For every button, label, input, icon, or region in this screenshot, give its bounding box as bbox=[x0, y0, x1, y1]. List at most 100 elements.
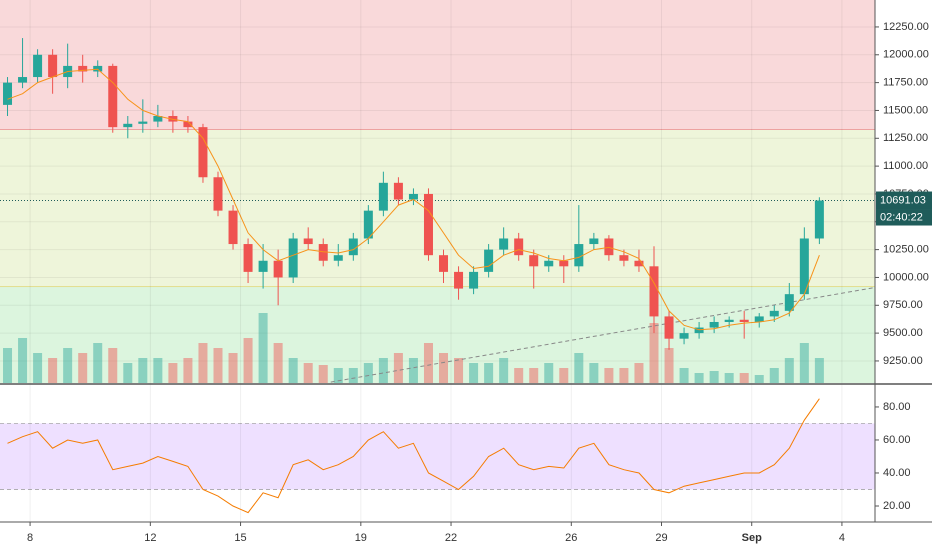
candle-body bbox=[814, 200, 824, 239]
candle-body bbox=[108, 65, 118, 128]
candle-body bbox=[378, 182, 388, 211]
trendline bbox=[330, 286, 875, 383]
candle-body bbox=[168, 116, 178, 122]
candle-body bbox=[93, 65, 103, 72]
x-tick-label: Sep bbox=[742, 532, 762, 544]
volume-bar bbox=[754, 375, 764, 383]
candle-body bbox=[243, 244, 253, 272]
candle-body bbox=[318, 244, 328, 261]
volume-bar bbox=[814, 358, 824, 383]
candle-body bbox=[679, 333, 689, 339]
volume-bar bbox=[123, 363, 133, 383]
volume-bar bbox=[529, 368, 539, 383]
x-tick-label: 12 bbox=[144, 532, 156, 544]
candle-body bbox=[559, 260, 569, 267]
candle-body bbox=[288, 238, 298, 278]
y-tick-label: 11750.00 bbox=[883, 77, 928, 89]
volume-bar bbox=[63, 348, 73, 383]
volume-bar bbox=[619, 368, 629, 383]
candle-body bbox=[634, 260, 644, 267]
volume-bar bbox=[408, 358, 418, 383]
volume-bar bbox=[589, 363, 599, 383]
rsi-band bbox=[0, 423, 875, 490]
candle-body bbox=[724, 319, 734, 322]
volume-bar bbox=[514, 368, 524, 383]
candle-body bbox=[769, 310, 779, 317]
volume-bar bbox=[784, 358, 794, 383]
volume-bar bbox=[18, 338, 28, 383]
candle-body bbox=[514, 238, 524, 256]
volume-bar bbox=[78, 353, 88, 383]
volume-bar bbox=[604, 368, 614, 383]
volume-bar bbox=[544, 363, 554, 383]
volume-bar bbox=[213, 348, 223, 383]
y-tick-label: 9250.00 bbox=[883, 355, 923, 367]
y-tick-label: 9500.00 bbox=[883, 327, 923, 339]
countdown-box bbox=[876, 209, 932, 226]
x-tick-label: 8 bbox=[27, 532, 33, 544]
volume-bar bbox=[739, 373, 749, 383]
candle-body bbox=[393, 182, 403, 200]
y-tick-label: 10250.00 bbox=[883, 244, 929, 256]
volume-bar bbox=[333, 368, 343, 383]
volume-bar bbox=[664, 348, 674, 383]
volume-bar bbox=[724, 373, 734, 383]
rsi-tick-label: 20.00 bbox=[883, 500, 911, 512]
volume-bar bbox=[228, 353, 238, 383]
x-tick-label: 4 bbox=[839, 532, 845, 544]
y-tick-label: 12250.00 bbox=[883, 21, 929, 33]
volume-bar bbox=[484, 363, 494, 383]
volume-bar bbox=[649, 323, 659, 383]
volume-bar bbox=[499, 358, 509, 383]
volume-bar bbox=[273, 343, 283, 383]
volume-bar bbox=[469, 363, 479, 383]
volume-bar bbox=[153, 358, 163, 383]
candle-body bbox=[333, 255, 343, 261]
candle-body bbox=[273, 260, 283, 278]
candle-body bbox=[18, 77, 28, 83]
candle-body bbox=[529, 255, 539, 267]
candle-body bbox=[649, 266, 659, 317]
candle-body bbox=[739, 319, 749, 322]
rsi-tick-label: 60.00 bbox=[883, 434, 911, 446]
volume-bar bbox=[3, 348, 13, 383]
candle-body bbox=[348, 238, 358, 256]
price-pane bbox=[0, 0, 875, 383]
candle-body bbox=[664, 316, 674, 339]
rsi-line bbox=[7, 398, 820, 514]
volume-bar bbox=[288, 358, 298, 383]
candle-body bbox=[604, 238, 614, 256]
candle-body bbox=[138, 121, 148, 124]
candle-body bbox=[499, 238, 509, 250]
volume-bar bbox=[454, 358, 464, 383]
moving-average bbox=[7, 68, 820, 331]
candle-body bbox=[694, 327, 704, 334]
candle-body bbox=[574, 244, 584, 267]
x-tick-label: 29 bbox=[655, 532, 667, 544]
volume-bar bbox=[363, 363, 373, 383]
candle-body bbox=[153, 116, 163, 122]
y-tick-label: 9750.00 bbox=[883, 299, 923, 311]
volume-bar bbox=[243, 338, 253, 383]
volume-bar bbox=[198, 343, 208, 383]
y-tick-label: 11250.00 bbox=[883, 132, 928, 144]
volume-bar bbox=[709, 371, 719, 383]
zone bbox=[0, 0, 875, 130]
volume-bar bbox=[168, 363, 178, 383]
volume-bar bbox=[93, 343, 103, 383]
candle-body bbox=[469, 271, 479, 289]
zone bbox=[0, 287, 875, 383]
y-tick-label: 10000.00 bbox=[883, 271, 929, 283]
volume-bar bbox=[138, 358, 148, 383]
y-tick-label: 11500.00 bbox=[883, 104, 928, 116]
candle-body bbox=[799, 238, 809, 295]
volume-bar bbox=[183, 358, 193, 383]
candle-body bbox=[198, 127, 208, 178]
candle-body bbox=[78, 65, 88, 72]
candle-body bbox=[423, 193, 433, 256]
volume-bar bbox=[634, 363, 644, 383]
volume-bar bbox=[48, 358, 58, 383]
candle-body bbox=[709, 321, 719, 328]
candle-body bbox=[213, 177, 223, 211]
